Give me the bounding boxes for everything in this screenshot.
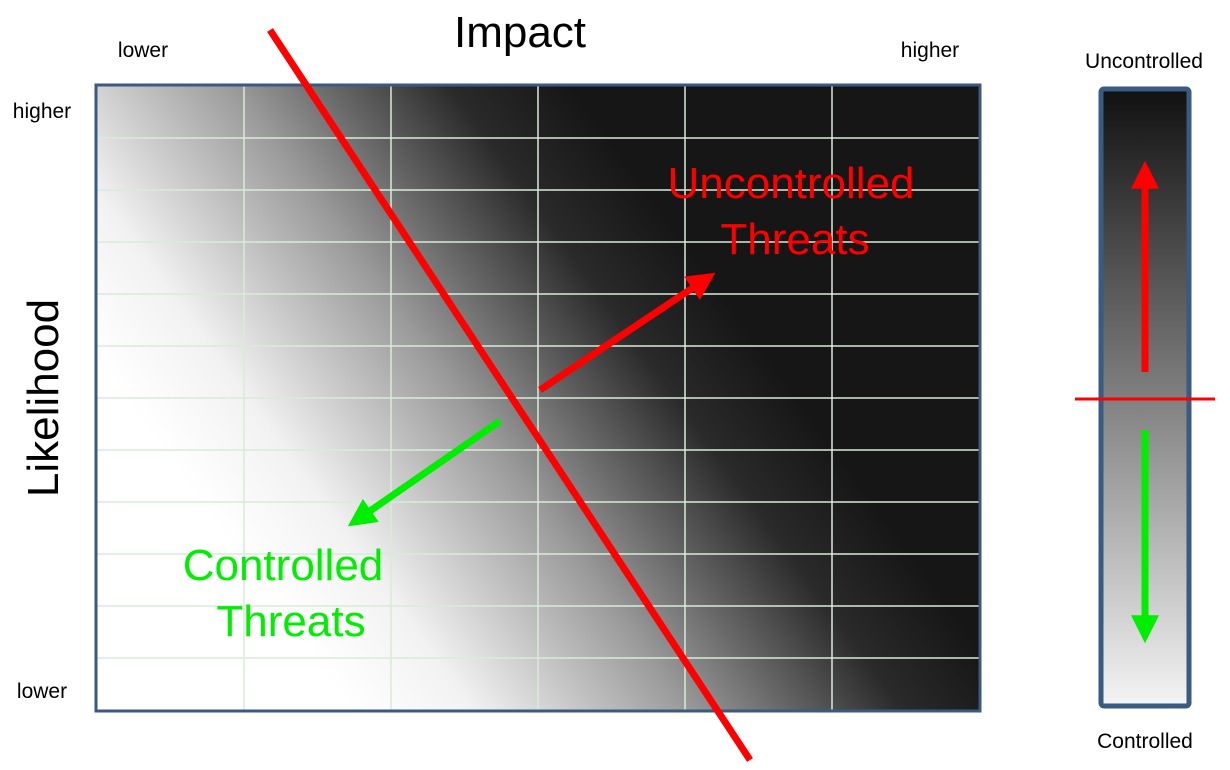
scale-controlled-label: Controlled xyxy=(1097,730,1193,753)
matrix-grid xyxy=(97,86,979,710)
likelihood-lower-label: lower xyxy=(17,680,67,703)
impact-higher-label: higher xyxy=(901,39,959,62)
impact-axis-title: Impact xyxy=(454,8,586,57)
controlled-threats-line2: Threats xyxy=(216,597,365,646)
uncontrolled-threats-line2: Threats xyxy=(720,215,869,264)
controlled-arrow xyxy=(347,418,502,527)
uncontrolled-arrow xyxy=(538,272,716,393)
likelihood-higher-label: higher xyxy=(13,100,71,123)
uncontrolled-threats-line1: Uncontrolled xyxy=(667,159,914,208)
scale-uncontrolled-label: Uncontrolled xyxy=(1085,50,1203,73)
threshold-line xyxy=(267,28,753,762)
impact-lower-label: lower xyxy=(118,39,168,62)
matrix-frame xyxy=(94,83,982,713)
controlled-threats-line1: Controlled xyxy=(183,541,384,590)
likelihood-axis-title: Likelihood xyxy=(19,299,68,497)
